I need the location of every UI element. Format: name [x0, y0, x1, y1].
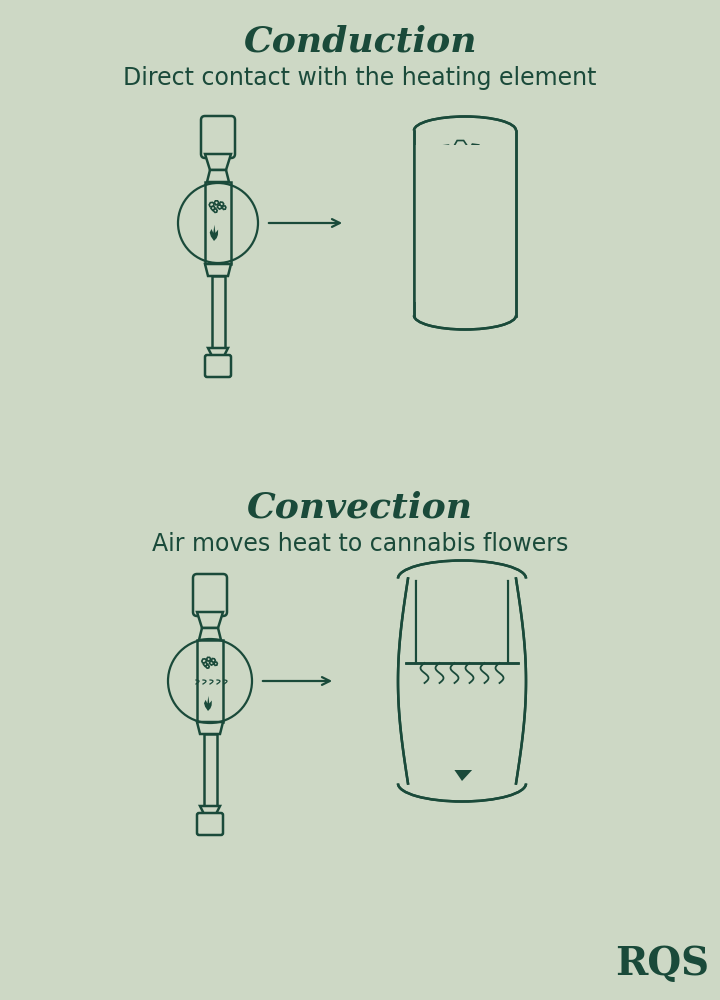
Polygon shape — [207, 170, 229, 182]
Bar — [417, 580, 507, 662]
Polygon shape — [454, 141, 467, 153]
Polygon shape — [474, 600, 485, 610]
Polygon shape — [210, 661, 213, 665]
Polygon shape — [478, 156, 489, 166]
Polygon shape — [208, 348, 228, 357]
Polygon shape — [222, 206, 226, 209]
Polygon shape — [204, 696, 212, 711]
FancyBboxPatch shape — [193, 574, 227, 616]
Polygon shape — [207, 657, 210, 661]
Polygon shape — [438, 145, 454, 159]
Bar — [212, 276, 225, 348]
Polygon shape — [206, 665, 210, 668]
Polygon shape — [199, 628, 221, 640]
Bar — [204, 734, 217, 806]
FancyBboxPatch shape — [197, 813, 223, 835]
Text: Direct contact with the heating element: Direct contact with the heating element — [123, 66, 597, 90]
Text: Air moves heat to cannabis flowers: Air moves heat to cannabis flowers — [152, 532, 568, 556]
Polygon shape — [441, 601, 454, 613]
Polygon shape — [449, 238, 481, 301]
Polygon shape — [210, 225, 218, 241]
Polygon shape — [213, 209, 217, 212]
Polygon shape — [197, 722, 223, 734]
Polygon shape — [220, 202, 224, 206]
Polygon shape — [460, 597, 472, 609]
Polygon shape — [451, 165, 462, 175]
Polygon shape — [205, 264, 231, 276]
Polygon shape — [214, 662, 217, 665]
Polygon shape — [449, 609, 459, 619]
Polygon shape — [202, 659, 207, 663]
Polygon shape — [217, 205, 222, 209]
Polygon shape — [445, 716, 479, 781]
Polygon shape — [204, 662, 207, 666]
FancyBboxPatch shape — [205, 355, 231, 377]
Polygon shape — [436, 590, 451, 603]
Bar — [409, 665, 515, 770]
Polygon shape — [469, 144, 482, 157]
Text: Convection: Convection — [247, 491, 473, 525]
Polygon shape — [215, 201, 219, 205]
Polygon shape — [451, 585, 464, 597]
Polygon shape — [466, 589, 479, 601]
Text: RQS: RQS — [615, 945, 709, 983]
Polygon shape — [197, 612, 223, 628]
Polygon shape — [200, 806, 220, 815]
Polygon shape — [205, 154, 231, 170]
Text: Conduction: Conduction — [243, 25, 477, 59]
Polygon shape — [210, 202, 214, 207]
FancyBboxPatch shape — [197, 640, 223, 722]
Polygon shape — [444, 157, 456, 169]
FancyBboxPatch shape — [205, 182, 231, 264]
Bar — [415, 144, 515, 302]
Polygon shape — [211, 206, 215, 210]
FancyBboxPatch shape — [201, 116, 235, 158]
Polygon shape — [211, 659, 215, 663]
Polygon shape — [463, 153, 476, 165]
